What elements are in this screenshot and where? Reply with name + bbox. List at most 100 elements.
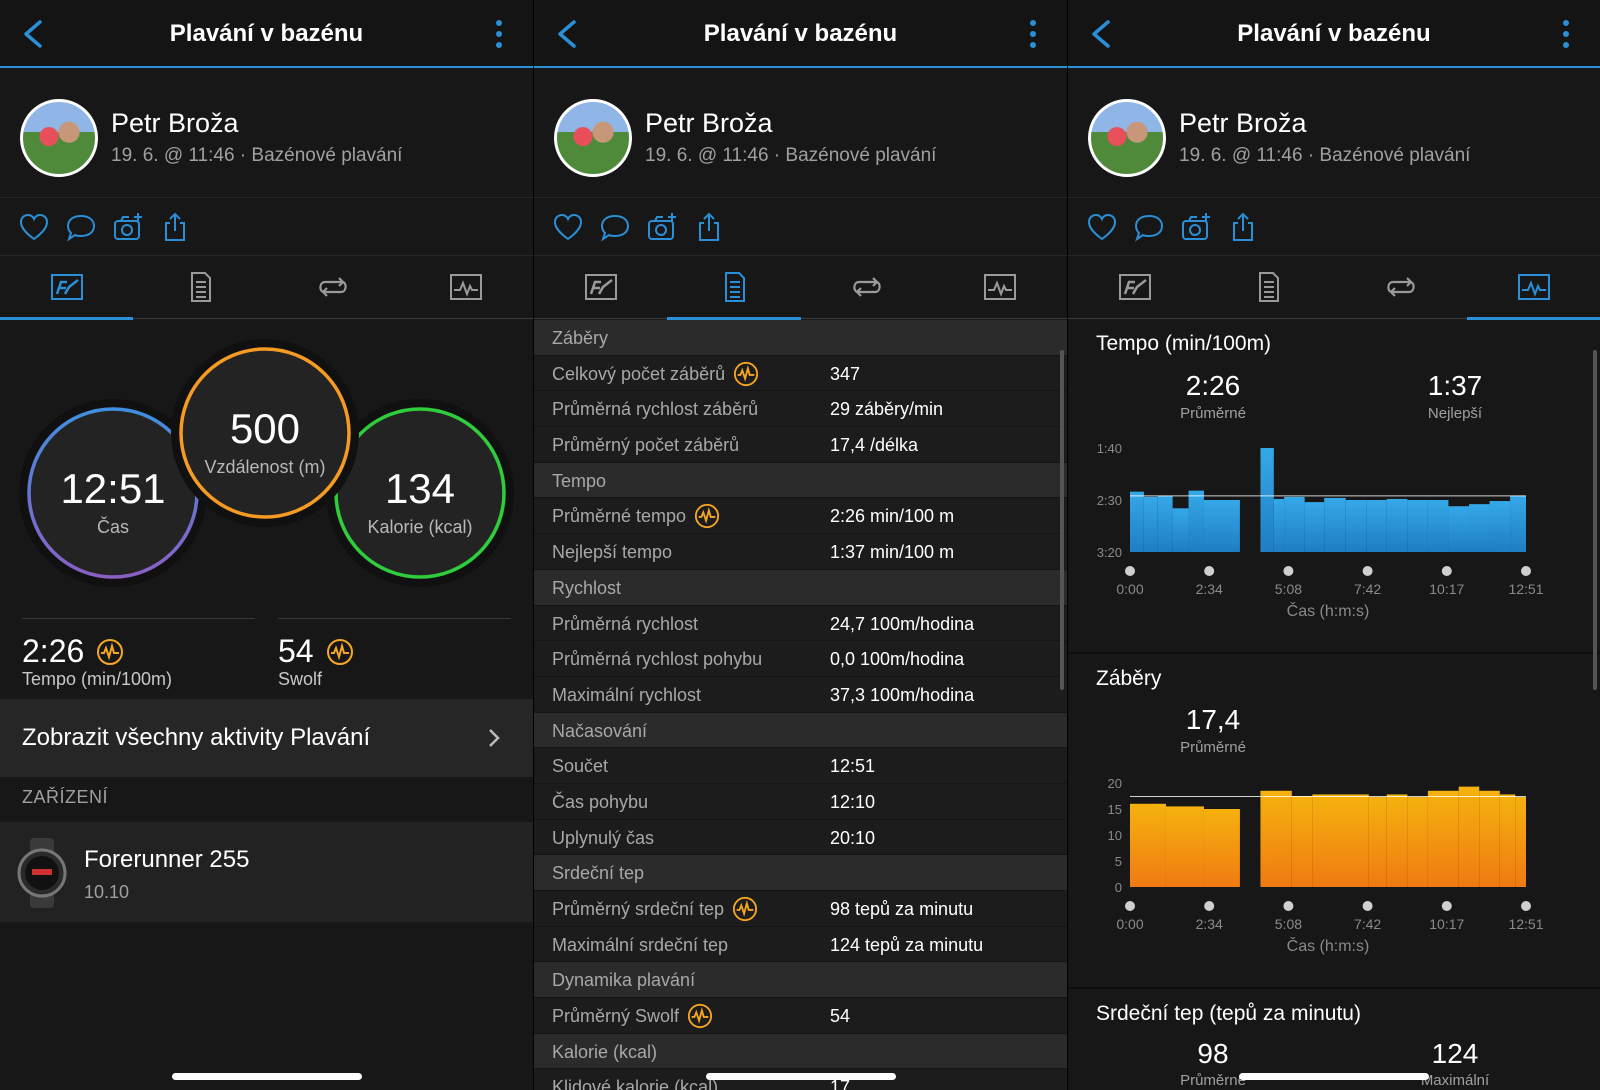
- stats-section-header: Srdeční tep: [534, 855, 1067, 891]
- x-tick-label: 12:51: [1508, 581, 1543, 597]
- chart-bar: [1165, 806, 1204, 887]
- chart-bar: [1468, 504, 1490, 552]
- section-title: Záběry: [552, 328, 609, 348]
- heart-icon[interactable]: [552, 212, 584, 242]
- divider: [1068, 652, 1600, 654]
- distance-ring: [171, 339, 359, 527]
- stat-value: 347: [830, 363, 861, 384]
- chevron-left-icon[interactable]: [18, 18, 48, 50]
- tab-laps[interactable]: [801, 257, 934, 319]
- activity-tabs: [0, 257, 533, 320]
- device-version: 10.10: [84, 882, 130, 902]
- tab-stats[interactable]: [133, 257, 266, 319]
- calories-value: 134: [384, 465, 456, 512]
- performance-badge-icon[interactable]: [694, 503, 720, 529]
- tab-charts[interactable]: [934, 257, 1067, 319]
- x-tick-label: 12:51: [1508, 916, 1543, 932]
- chart-bar: [1489, 501, 1511, 552]
- tab-stats[interactable]: [667, 257, 801, 320]
- x-tick-dot: [1521, 566, 1531, 576]
- tab-summary[interactable]: [1068, 257, 1201, 319]
- action-bar: [534, 199, 1067, 256]
- share-icon[interactable]: [1227, 212, 1259, 242]
- chart-bar: [1172, 508, 1189, 552]
- stats-row: Průměrná rychlost pohybu 0,0 100m/hodina: [534, 641, 1067, 677]
- stats-row: Maximální rychlost 37,3 100m/hodina: [534, 676, 1067, 713]
- x-tick-label: 10:17: [1429, 581, 1464, 597]
- tab-stats[interactable]: [1201, 257, 1334, 319]
- stats-row: Nejlepší tempo 1:37 min/100 m: [534, 534, 1067, 570]
- section-title: Načasování: [552, 720, 648, 741]
- chart-bar: [1345, 500, 1367, 552]
- x-tick-dot: [1283, 901, 1294, 911]
- chart-bar: [1407, 797, 1428, 887]
- more-vertical-icon[interactable]: [495, 20, 503, 52]
- profile-header: Petr Broža 19. 6. @ 11:46 · Bazénové pla…: [0, 70, 533, 198]
- device-row[interactable]: Forerunner 255 10.10: [0, 822, 533, 922]
- top-bar: Plavání v bazénu: [534, 0, 1067, 68]
- tab-summary[interactable]: [534, 257, 667, 319]
- tempo-value: 2:26: [22, 633, 85, 669]
- calories-ring: [326, 399, 514, 587]
- tempo-stat: 2:26 Tempo (min/100m): [22, 618, 255, 689]
- share-icon[interactable]: [693, 212, 725, 242]
- chart-bar: [1260, 448, 1274, 552]
- comment-icon[interactable]: [1133, 212, 1165, 242]
- comment-icon[interactable]: [65, 212, 97, 242]
- x-axis-label: Čas (h:m:s): [1287, 601, 1370, 620]
- camera-add-icon[interactable]: [646, 212, 678, 242]
- action-bar: [1068, 199, 1600, 256]
- tempo-best-label: Nejlepší: [1427, 405, 1483, 422]
- chart-bar: [1386, 794, 1408, 887]
- chevron-right-icon: [489, 729, 500, 747]
- all-activities-link[interactable]: Zobrazit všechny aktivity Plavání: [0, 699, 533, 777]
- chart-bar: [1407, 500, 1428, 552]
- action-bar: [0, 199, 533, 256]
- tab-charts[interactable]: [1467, 257, 1600, 320]
- chart-bar: [1386, 498, 1408, 552]
- performance-badge-icon[interactable]: [687, 1003, 713, 1029]
- tab-laps[interactable]: [1334, 257, 1467, 319]
- performance-badge-icon[interactable]: [733, 361, 759, 387]
- camera-add-icon[interactable]: [1180, 212, 1212, 242]
- device-name: Forerunner 255: [84, 846, 250, 873]
- scrollbar[interactable]: [1593, 350, 1597, 690]
- scrollbar[interactable]: [1060, 350, 1064, 690]
- avatar[interactable]: [20, 99, 98, 177]
- chart-bar: [1203, 500, 1240, 552]
- x-tick-dot: [1441, 901, 1452, 911]
- stats-row: Součet 12:51: [534, 748, 1067, 784]
- share-icon[interactable]: [159, 212, 191, 242]
- stat-value: 0,0 100m/hodina: [830, 649, 965, 670]
- heart-avg-value: 98: [1197, 1038, 1229, 1069]
- heart-icon[interactable]: [1086, 212, 1118, 242]
- chevron-left-icon[interactable]: [552, 18, 582, 50]
- chart-bar: [1427, 500, 1449, 552]
- profile-header: Petr Broža 19. 6. @ 11:46 · Bazénové pla…: [534, 70, 1067, 198]
- page-title: Plavání v bazénu: [169, 20, 364, 47]
- camera-add-icon[interactable]: [112, 212, 144, 242]
- stats-section-header: Rychlost: [534, 569, 1067, 606]
- x-tick-label: 7:42: [1354, 581, 1381, 597]
- stat-value: 12:10: [830, 791, 876, 812]
- x-tick-label: 7:42: [1354, 916, 1381, 932]
- chevron-left-icon[interactable]: [1086, 18, 1116, 50]
- x-tick-label: 2:34: [1196, 916, 1223, 932]
- stat-label: Průměrný srdeční tep: [552, 899, 725, 919]
- x-tick-dot: [1362, 566, 1373, 576]
- tab-summary[interactable]: [0, 257, 134, 320]
- heart-icon[interactable]: [18, 212, 50, 242]
- more-vertical-icon[interactable]: [1029, 20, 1037, 52]
- tab-laps[interactable]: [267, 257, 400, 319]
- avatar[interactable]: [1088, 99, 1166, 177]
- chart-bar: [1499, 794, 1516, 887]
- avatar[interactable]: [554, 99, 632, 177]
- comment-icon[interactable]: [599, 212, 631, 242]
- x-axis-label: Čas (h:m:s): [1287, 936, 1370, 955]
- strokes-chart-title: Záběry: [1096, 667, 1162, 690]
- more-vertical-icon[interactable]: [1562, 20, 1570, 52]
- performance-badge-icon[interactable]: [732, 896, 758, 922]
- tab-charts[interactable]: [400, 257, 533, 319]
- stat-value: 29 záběry/min: [830, 399, 944, 420]
- page-title: Plavání v bazénu: [703, 20, 898, 47]
